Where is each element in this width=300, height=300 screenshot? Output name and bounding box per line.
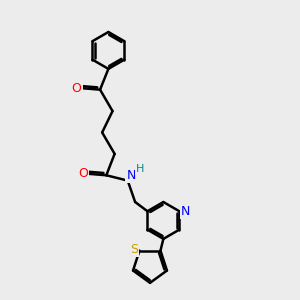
Text: H: H [136, 164, 144, 174]
Text: N: N [181, 205, 190, 218]
Text: O: O [78, 167, 88, 180]
Text: S: S [130, 243, 138, 256]
Text: N: N [127, 169, 136, 182]
Text: O: O [72, 82, 82, 95]
